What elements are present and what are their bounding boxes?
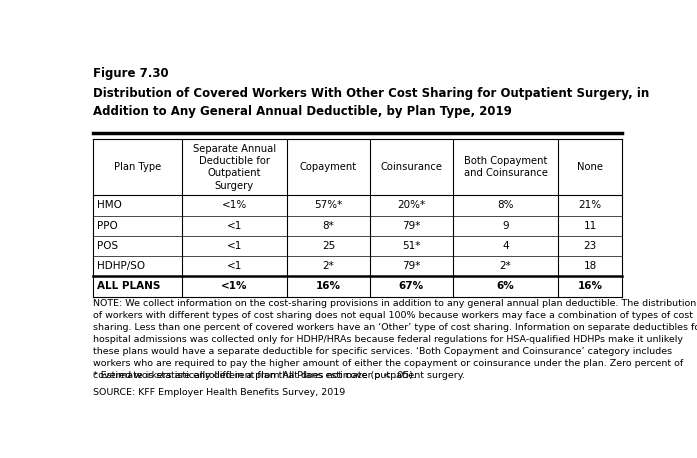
Text: 16%: 16%	[578, 281, 602, 291]
Text: 21%: 21%	[579, 201, 602, 210]
Text: 25: 25	[322, 241, 335, 251]
Text: <1%: <1%	[222, 201, 247, 210]
Text: 51*: 51*	[402, 241, 420, 251]
Text: 11: 11	[583, 221, 597, 231]
Text: 4: 4	[502, 241, 509, 251]
Text: ALL PLANS: ALL PLANS	[97, 281, 160, 291]
Text: POS: POS	[97, 241, 118, 251]
Text: 18: 18	[583, 261, 597, 271]
Text: 20%*: 20%*	[397, 201, 425, 210]
Text: 2*: 2*	[500, 261, 512, 271]
Text: 2*: 2*	[323, 261, 335, 271]
Text: HMO: HMO	[97, 201, 122, 210]
Text: 8%: 8%	[497, 201, 514, 210]
Text: 67%: 67%	[399, 281, 424, 291]
Text: <1%: <1%	[221, 281, 247, 291]
Text: 79*: 79*	[402, 261, 420, 271]
Text: Coinsurance: Coinsurance	[381, 162, 443, 172]
Text: Plan Type: Plan Type	[114, 162, 161, 172]
Text: 16%: 16%	[316, 281, 341, 291]
Text: 79*: 79*	[402, 221, 420, 231]
Text: PPO: PPO	[97, 221, 118, 231]
Text: 6%: 6%	[497, 281, 514, 291]
Text: 9: 9	[502, 221, 509, 231]
Text: <1: <1	[227, 241, 242, 251]
Text: <1: <1	[227, 261, 242, 271]
Text: Separate Annual
Deductible for
Outpatient
Surgery: Separate Annual Deductible for Outpatien…	[193, 143, 276, 191]
Text: Figure 7.30: Figure 7.30	[93, 67, 168, 80]
Text: SOURCE: KFF Employer Health Benefits Survey, 2019: SOURCE: KFF Employer Health Benefits Sur…	[93, 388, 345, 397]
Text: <1: <1	[227, 221, 242, 231]
Text: 23: 23	[583, 241, 597, 251]
Text: Both Copayment
and Coinsurance: Both Copayment and Coinsurance	[464, 156, 548, 178]
Text: Distribution of Covered Workers With Other Cost Sharing for Outpatient Surgery, : Distribution of Covered Workers With Oth…	[93, 87, 649, 118]
Text: * Estimate is statistically different from All Plans estimate (p < .05).: * Estimate is statistically different fr…	[93, 371, 415, 380]
Text: Copayment: Copayment	[300, 162, 357, 172]
Text: None: None	[577, 162, 603, 172]
Text: NOTE: We collect information on the cost-sharing provisions in addition to any g: NOTE: We collect information on the cost…	[93, 299, 697, 380]
Text: 8*: 8*	[323, 221, 335, 231]
Text: HDHP/SO: HDHP/SO	[97, 261, 145, 271]
Text: 57%*: 57%*	[314, 201, 343, 210]
